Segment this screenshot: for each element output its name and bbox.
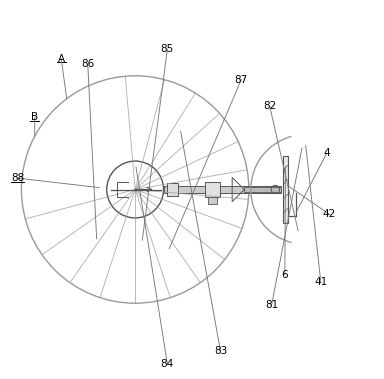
Text: 82: 82 [263,101,276,111]
Bar [167,183,178,196]
Text: 81: 81 [265,300,278,310]
Text: B: B [31,113,38,122]
Text: 6: 6 [281,270,288,280]
Bar [283,157,288,223]
Text: 4: 4 [323,149,330,158]
Text: 86: 86 [81,60,94,69]
Text: 83: 83 [214,346,227,356]
Text: 42: 42 [323,209,336,219]
Text: 85: 85 [161,44,174,54]
Bar [164,186,281,193]
Bar [244,187,281,192]
Text: 88: 88 [11,173,24,183]
Text: A: A [58,54,65,64]
Text: 84: 84 [161,359,174,369]
Text: 87: 87 [235,75,248,85]
Bar [208,197,217,204]
Bar [205,182,220,197]
Text: 41: 41 [314,277,328,287]
